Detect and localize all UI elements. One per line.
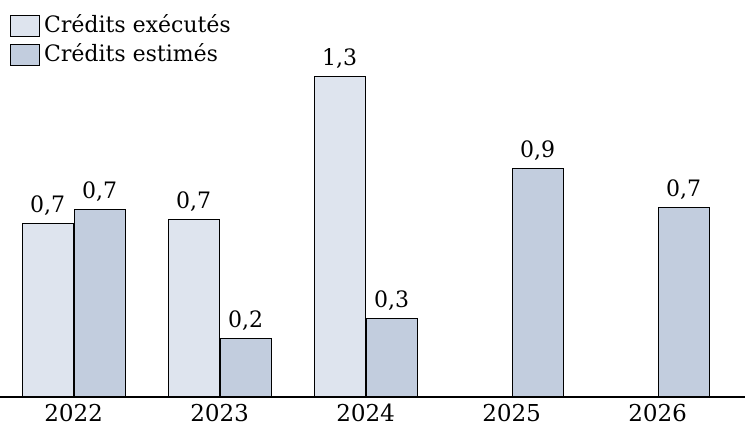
bar-2022-credits-executes <box>21 223 74 397</box>
bar-value-label-2022-credits-estimes: 0,7 <box>82 179 117 204</box>
x-axis-label-2023: 2023 <box>190 401 249 427</box>
legend-label-credits-estimes: Crédits estimés <box>44 42 218 67</box>
legend-item-credits-executes: Crédits exécutés <box>10 15 231 37</box>
bar-2024-credits-estimes <box>365 318 418 397</box>
x-axis-label-2022: 2022 <box>44 401 103 427</box>
bar-2022-credits-estimes <box>73 209 126 397</box>
x-axis-label-2026: 2026 <box>628 401 687 427</box>
bar-value-label-2025-credits-estimes: 0,9 <box>520 138 555 163</box>
bar-2026-credits-estimes <box>657 207 710 397</box>
bar-value-label-2024-credits-executes: 1,3 <box>322 46 357 71</box>
x-axis-line <box>0 396 745 398</box>
x-axis-label-2024: 2024 <box>336 401 395 427</box>
x-axis-label-2025: 2025 <box>482 401 541 427</box>
bar-value-label-2022-credits-executes: 0,7 <box>30 193 65 218</box>
bar-2023-credits-estimes <box>219 338 272 397</box>
bar-2025-credits-estimes <box>511 168 564 397</box>
legend-swatch-credits-executes-icon <box>10 15 40 37</box>
bar-value-label-2023-credits-executes: 0,7 <box>176 189 211 214</box>
bar-value-label-2023-credits-estimes: 0,2 <box>228 308 263 333</box>
legend-swatch-credits-estimes-icon <box>10 44 40 66</box>
bar-2024-credits-executes <box>313 76 366 397</box>
chart-legend: Crédits exécutés Crédits estimés <box>10 15 231 73</box>
legend-label-credits-executes: Crédits exécutés <box>44 13 231 38</box>
bar-value-label-2024-credits-estimes: 0,3 <box>374 288 409 313</box>
legend-item-credits-estimes: Crédits estimés <box>10 44 231 66</box>
bar-value-label-2026-credits-estimes: 0,7 <box>666 177 701 202</box>
